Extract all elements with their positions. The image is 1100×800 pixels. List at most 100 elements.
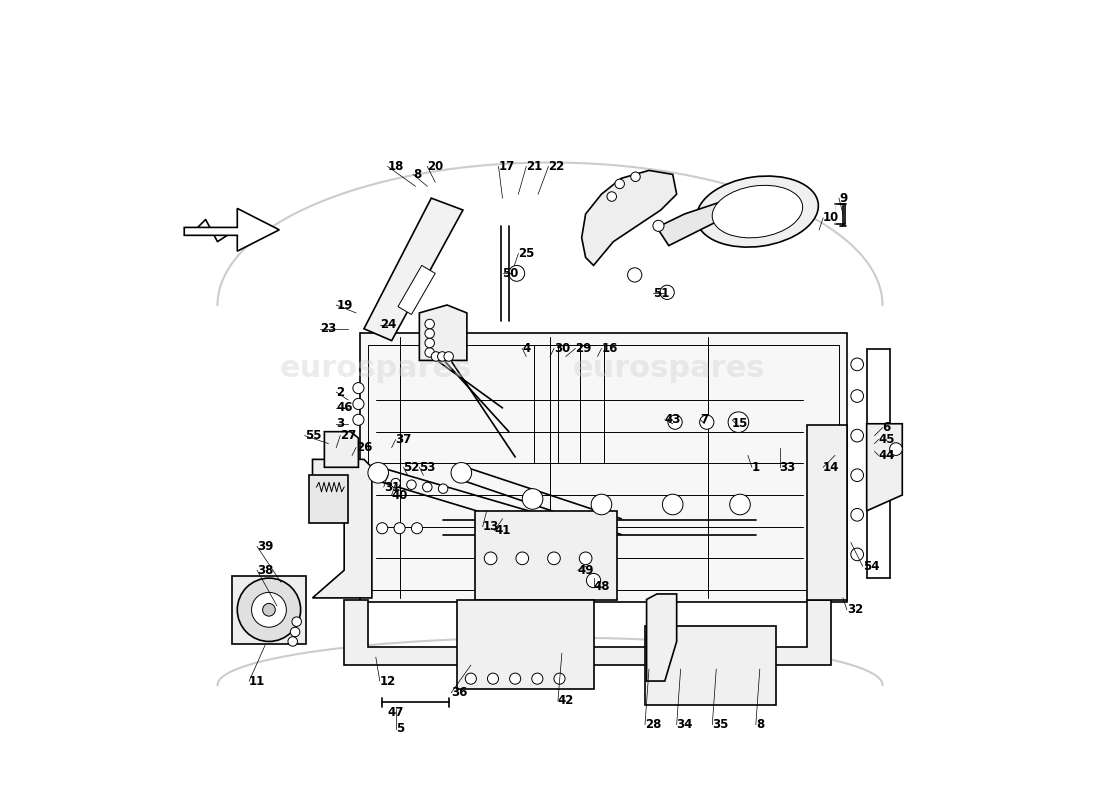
Circle shape — [890, 442, 902, 455]
Text: 43: 43 — [664, 414, 681, 426]
Text: 47: 47 — [387, 706, 404, 719]
Circle shape — [444, 352, 453, 362]
Circle shape — [451, 462, 472, 483]
Circle shape — [438, 352, 447, 362]
Ellipse shape — [712, 186, 803, 238]
Circle shape — [422, 482, 432, 492]
Text: 32: 32 — [847, 603, 864, 616]
Polygon shape — [657, 202, 724, 246]
Text: 55: 55 — [305, 429, 321, 442]
Text: 9: 9 — [839, 192, 847, 205]
Text: 54: 54 — [862, 560, 879, 573]
Polygon shape — [232, 576, 306, 644]
Text: 10: 10 — [823, 211, 839, 225]
Circle shape — [580, 552, 592, 565]
Text: 38: 38 — [257, 564, 274, 577]
Text: 39: 39 — [257, 540, 274, 553]
Text: 26: 26 — [356, 441, 373, 454]
Text: 53: 53 — [419, 461, 436, 474]
Text: eurospares: eurospares — [279, 354, 472, 383]
Text: 30: 30 — [554, 342, 570, 355]
Text: 21: 21 — [526, 160, 542, 173]
Polygon shape — [185, 209, 279, 251]
Ellipse shape — [696, 176, 818, 247]
Text: 11: 11 — [250, 674, 265, 687]
Circle shape — [630, 172, 640, 182]
Text: 41: 41 — [495, 524, 512, 537]
Circle shape — [288, 637, 297, 646]
Text: 34: 34 — [676, 718, 693, 731]
Circle shape — [668, 415, 682, 430]
Polygon shape — [324, 432, 359, 467]
Text: 17: 17 — [498, 160, 515, 173]
Circle shape — [591, 494, 612, 514]
Circle shape — [292, 617, 301, 626]
Circle shape — [728, 412, 749, 433]
Circle shape — [516, 552, 529, 565]
Text: 25: 25 — [518, 247, 535, 260]
Text: 33: 33 — [780, 461, 795, 474]
Text: 7: 7 — [701, 414, 708, 426]
Circle shape — [850, 430, 864, 442]
Circle shape — [662, 494, 683, 514]
Polygon shape — [344, 599, 830, 666]
Circle shape — [353, 398, 364, 410]
Circle shape — [548, 552, 560, 565]
Circle shape — [425, 329, 435, 338]
Text: 36: 36 — [451, 686, 468, 699]
Circle shape — [586, 574, 601, 588]
Circle shape — [411, 522, 422, 534]
Circle shape — [628, 268, 641, 282]
Polygon shape — [456, 599, 594, 689]
Circle shape — [465, 673, 476, 684]
Polygon shape — [308, 475, 348, 522]
Text: 31: 31 — [384, 481, 400, 494]
Polygon shape — [312, 459, 372, 598]
Circle shape — [850, 548, 864, 561]
Circle shape — [850, 469, 864, 482]
Text: 52: 52 — [404, 461, 420, 474]
Circle shape — [394, 522, 405, 534]
Text: 35: 35 — [713, 718, 728, 731]
Circle shape — [653, 220, 664, 231]
Text: 2: 2 — [337, 386, 344, 398]
Text: 49: 49 — [578, 564, 594, 577]
Text: 6: 6 — [882, 422, 891, 434]
Text: 1: 1 — [752, 461, 760, 474]
Circle shape — [615, 179, 625, 189]
Text: 50: 50 — [503, 267, 519, 280]
Text: 19: 19 — [337, 298, 353, 311]
Text: 42: 42 — [558, 694, 574, 707]
Circle shape — [850, 509, 864, 521]
Circle shape — [484, 552, 497, 565]
Polygon shape — [398, 266, 436, 314]
Polygon shape — [419, 305, 466, 361]
Text: 37: 37 — [396, 433, 411, 446]
Text: 40: 40 — [392, 489, 408, 502]
Circle shape — [522, 489, 543, 510]
Circle shape — [660, 286, 674, 299]
Text: 8: 8 — [756, 718, 764, 731]
Text: eurospares: eurospares — [572, 354, 764, 383]
Text: 18: 18 — [387, 160, 404, 173]
Circle shape — [729, 494, 750, 514]
Text: 15: 15 — [733, 418, 748, 430]
Text: 24: 24 — [379, 318, 396, 331]
Circle shape — [367, 462, 388, 483]
Circle shape — [425, 338, 435, 348]
Circle shape — [509, 266, 525, 282]
Circle shape — [487, 673, 498, 684]
Text: 27: 27 — [340, 429, 356, 442]
Circle shape — [607, 192, 616, 202]
Polygon shape — [807, 426, 847, 599]
Text: 3: 3 — [337, 418, 344, 430]
Text: 29: 29 — [575, 342, 592, 355]
Text: 16: 16 — [602, 342, 618, 355]
Circle shape — [509, 673, 520, 684]
Text: 13: 13 — [483, 520, 499, 533]
Text: 5: 5 — [396, 722, 404, 735]
Circle shape — [850, 358, 864, 370]
Circle shape — [425, 348, 435, 358]
Circle shape — [431, 352, 441, 362]
Text: 51: 51 — [653, 286, 669, 300]
